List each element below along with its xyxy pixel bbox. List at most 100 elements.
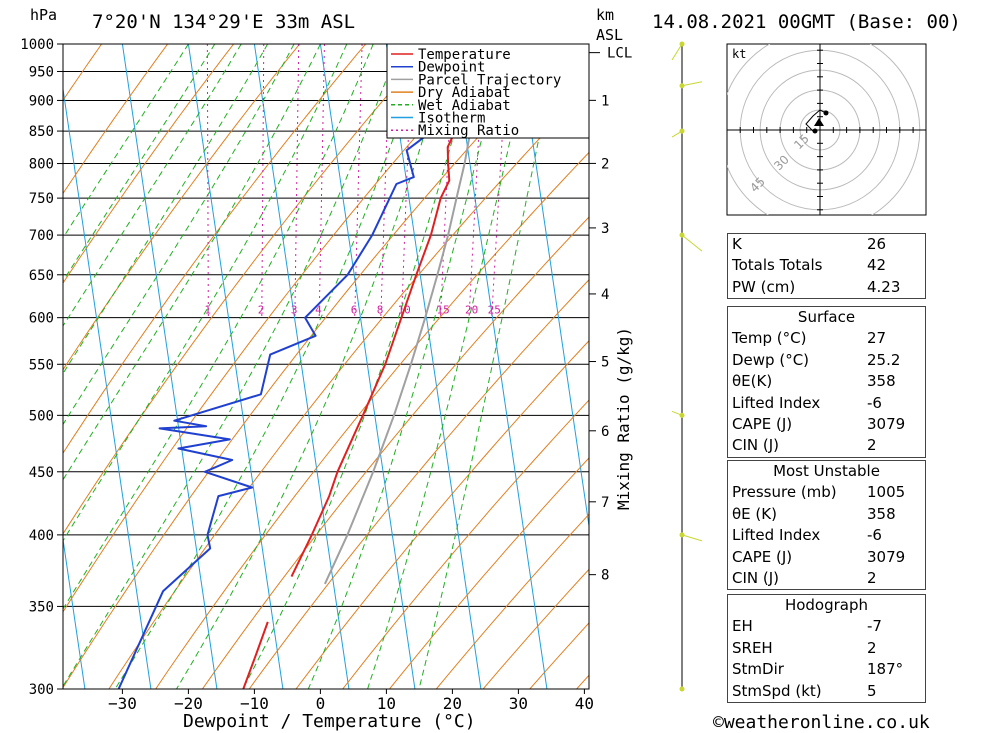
mixing-ratio-tick-label: 20 xyxy=(465,304,478,317)
mixing-ratio-tick-label: 8 xyxy=(377,304,384,317)
indices-basic-table: K 26 Totals Totals 42 PW (cm) 4.23 xyxy=(727,233,926,300)
wind-barb xyxy=(681,534,703,542)
legend-entry: Parcel Trajectory xyxy=(418,72,561,88)
hodograph-index-label: EH xyxy=(732,617,753,636)
isotherm-line xyxy=(319,44,416,689)
pressure-tick-label: 400 xyxy=(29,528,54,544)
mixing-ratio-tick-label: 2 xyxy=(258,304,265,317)
pressure-tick-label: 950 xyxy=(29,64,54,80)
surface-index-label: CIN (J) xyxy=(732,436,780,455)
mixing-ratio-axis-label: Mixing Ratio (g/kg) xyxy=(614,327,633,510)
wet-adiabat-line xyxy=(418,44,559,689)
wind-barb xyxy=(671,130,683,138)
indices-most-unstable-table: Most Unstable Pressure (mb) 1005 θE (K) 358… xyxy=(727,460,926,591)
most-unstable-index-row: CIN (J) 2 xyxy=(728,568,925,589)
location-title: 7°20'N 134°29'E 33m ASL xyxy=(92,11,355,33)
height-tick-label: 7 xyxy=(601,495,609,511)
hodograph-index-label: StmSpd (kt) xyxy=(732,681,822,700)
hodograph-heading: Hodograph xyxy=(784,596,869,614)
most-unstable-index-label: CIN (J) xyxy=(732,568,780,587)
wet-adiabat-line xyxy=(242,44,480,689)
dry-adiabat-line xyxy=(248,279,589,689)
basic-index-value: 4.23 xyxy=(867,277,901,296)
height-tick-label: 1 xyxy=(601,93,609,109)
height-tick-label: 6 xyxy=(601,424,609,440)
surface-index-value: 25.2 xyxy=(867,350,901,369)
isotherm-line xyxy=(63,536,86,689)
most-unstable-index-value: -6 xyxy=(867,526,882,545)
x-axis-label: Dewpoint / Temperature (°C) xyxy=(183,711,476,732)
legend-entry: Isotherm xyxy=(418,111,485,127)
x-tick-label: 40 xyxy=(575,694,594,713)
legend-entry: Dry Adiabat xyxy=(418,85,511,101)
dry-adiabat-line xyxy=(63,44,169,195)
wind-barb xyxy=(681,81,703,87)
x-tick-label: 30 xyxy=(509,694,528,713)
basic-index-label: Totals Totals xyxy=(732,256,823,275)
pressure-tick-label: 900 xyxy=(29,93,54,109)
surface-index-value: 2 xyxy=(867,436,877,455)
dry-adiabat-line xyxy=(435,513,589,689)
most-unstable-index-value: 1005 xyxy=(867,483,906,502)
height-unit-km: km xyxy=(596,6,614,24)
basic-index-row: PW (cm) 4.23 xyxy=(728,277,925,298)
mixing-ratio-line xyxy=(294,44,300,318)
x-tick-label: 0 xyxy=(316,694,326,713)
isotherm-line xyxy=(253,44,350,689)
basic-index-value: 42 xyxy=(867,256,887,275)
hodograph-index-value: 187° xyxy=(867,660,904,679)
surface-index-row: θE(K) 358 xyxy=(728,371,925,392)
surface-index-value: 27 xyxy=(867,329,887,348)
height-tick-label: 4 xyxy=(601,287,609,303)
surface-index-label: CAPE (J) xyxy=(732,414,793,433)
dry-adiabat-line xyxy=(108,85,589,689)
dry-adiabat-line xyxy=(155,151,589,689)
pressure-tick-label: 700 xyxy=(29,228,54,244)
wet-adiabat-line xyxy=(63,44,374,610)
x-tick-label: −20 xyxy=(174,694,203,713)
storm-motion-marker xyxy=(814,118,824,126)
wet-adiabat-line xyxy=(307,44,506,689)
legend-entry: Mixing Ratio xyxy=(418,123,519,139)
surface-index-value: 3079 xyxy=(867,414,906,433)
lcl-label: LCL xyxy=(607,46,632,62)
mixing-ratio-line xyxy=(401,44,413,318)
legend-entry: Dewpoint xyxy=(418,60,485,76)
surface-index-value: 358 xyxy=(867,372,896,391)
wind-barb xyxy=(671,410,683,416)
indices-surface-table: Surface Temp (°C) 27 Dewp (°C) 25.2 θE(K) 358… xyxy=(727,306,926,458)
wet-adiabat-line xyxy=(63,44,348,542)
basic-index-row: Totals Totals 42 xyxy=(728,255,925,276)
mixing-ratio-line xyxy=(468,44,485,318)
pressure-unit-label: hPa xyxy=(30,6,57,24)
dry-adiabat-line xyxy=(63,44,234,285)
pressure-tick-label: 600 xyxy=(29,311,54,327)
hodograph-unit-label: kt xyxy=(732,47,746,61)
hodograph-index-value: 5 xyxy=(867,681,877,700)
dry-adiabat-line xyxy=(63,44,300,371)
most-unstable-index-label: Lifted Index xyxy=(732,526,821,545)
plot-frame xyxy=(62,43,590,690)
x-tick-label: −30 xyxy=(108,694,137,713)
pressure-tick-label: 450 xyxy=(29,465,54,481)
pressure-tick-label: 550 xyxy=(29,357,54,373)
hodograph-index-row: SREH 2 xyxy=(728,638,925,659)
x-tick-label: 10 xyxy=(377,694,396,713)
most-unstable-index-row: θE (K) 358 xyxy=(728,504,925,525)
wind-level-dot xyxy=(679,686,685,692)
mixing-ratio-tick-label: 6 xyxy=(351,304,358,317)
basic-index-label: K xyxy=(732,235,742,253)
mixing-ratio-line xyxy=(354,44,363,318)
most-unstable-index-value: 358 xyxy=(867,504,896,523)
basic-index-value: 26 xyxy=(867,235,887,253)
pressure-tick-label: 350 xyxy=(29,599,54,615)
wet-adiabat-line xyxy=(367,44,533,689)
most-unstable-index-value: 3079 xyxy=(867,547,906,566)
hodograph-index-label: StmDir xyxy=(732,660,784,679)
most-unstable-index-label: CAPE (J) xyxy=(732,547,793,566)
x-tick-label: 20 xyxy=(443,694,462,713)
basic-index-label: PW (cm) xyxy=(732,277,796,296)
mixing-ratio-tick-label: 25 xyxy=(488,304,501,317)
hodograph-point xyxy=(812,128,818,134)
